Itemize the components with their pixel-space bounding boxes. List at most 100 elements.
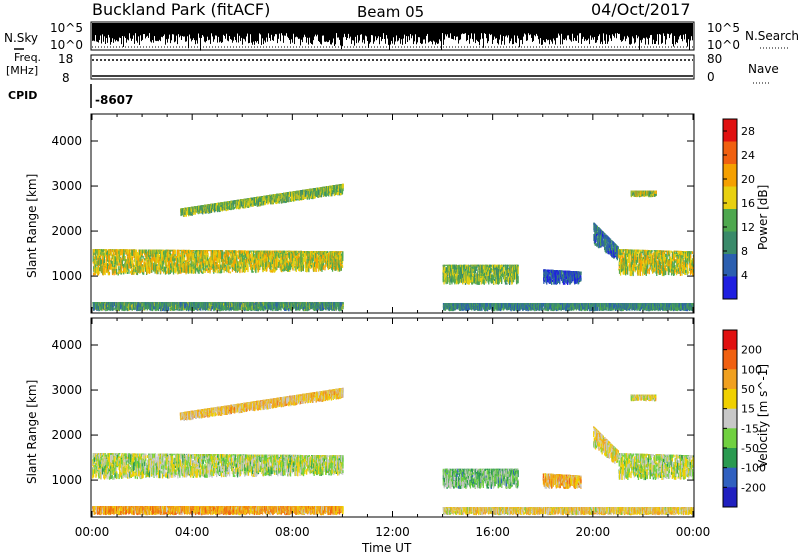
nsky-bar bbox=[155, 23, 156, 41]
nsky-bar bbox=[148, 23, 149, 38]
nsky-bar bbox=[111, 23, 112, 42]
nsky-bar bbox=[657, 23, 658, 34]
nsky-bar bbox=[609, 23, 610, 35]
nsky-bar bbox=[466, 23, 467, 41]
nsky-bar bbox=[554, 23, 555, 40]
nsky-bar bbox=[311, 23, 312, 44]
nsky-bar bbox=[593, 23, 594, 40]
nsky-bar bbox=[524, 23, 525, 33]
nsky-bar bbox=[430, 23, 431, 41]
nsky-bar bbox=[335, 23, 336, 44]
nsky-bar bbox=[309, 23, 310, 38]
nsky-bar bbox=[424, 23, 425, 39]
nsky-bar bbox=[450, 23, 451, 33]
nsky-bar bbox=[106, 23, 107, 38]
data-cell bbox=[248, 251, 249, 254]
nsky-bar bbox=[278, 23, 279, 39]
data-cell bbox=[116, 269, 117, 274]
nsky-bar bbox=[518, 23, 519, 38]
nsky-bar bbox=[300, 23, 301, 45]
nsky-bar bbox=[267, 23, 268, 42]
nsky-bar bbox=[396, 23, 397, 35]
nsky-bar bbox=[258, 23, 259, 44]
nsky-bar bbox=[441, 23, 442, 50]
nsky-bar bbox=[418, 23, 419, 37]
nsky-bar bbox=[543, 23, 544, 40]
nsky-bar bbox=[659, 23, 660, 34]
nsky-bar bbox=[340, 23, 341, 45]
nsky-bar bbox=[174, 23, 175, 42]
nsky-bar bbox=[158, 23, 159, 41]
nsky-bar bbox=[573, 23, 574, 41]
nsky-bar bbox=[187, 23, 188, 36]
nsky-bar bbox=[190, 23, 191, 39]
nsky-bar bbox=[603, 23, 604, 33]
cpid-value: -8607 bbox=[95, 93, 133, 107]
nsky-bar bbox=[481, 23, 482, 33]
nsky-bar bbox=[205, 23, 206, 42]
nsky-bar bbox=[515, 23, 516, 42]
nsky-bar bbox=[456, 23, 457, 37]
nsky-bar bbox=[160, 23, 161, 41]
nsky-bar bbox=[531, 23, 532, 38]
nsky-bar bbox=[491, 23, 492, 34]
nsky-bar bbox=[511, 23, 512, 38]
nsky-bar bbox=[501, 23, 502, 45]
nsky-bar bbox=[189, 23, 190, 35]
nsky-bar bbox=[143, 23, 144, 34]
nsky-bar bbox=[383, 23, 384, 33]
nsky-bar bbox=[379, 23, 380, 44]
nsky-bar bbox=[650, 23, 651, 35]
nsky-bar bbox=[636, 23, 637, 35]
nsky-bar bbox=[448, 23, 449, 38]
nsky-bar bbox=[581, 23, 582, 44]
data-cell bbox=[217, 259, 218, 262]
nsky-bar bbox=[272, 23, 273, 40]
nsky-bar bbox=[380, 23, 381, 37]
nsky-bar bbox=[510, 23, 511, 41]
nsky-bar bbox=[431, 23, 432, 42]
data-cell bbox=[100, 306, 101, 310]
data-cell bbox=[177, 250, 178, 257]
nsky-bar bbox=[567, 23, 568, 36]
nsky-bar bbox=[480, 23, 481, 39]
nsky-bar bbox=[569, 23, 570, 39]
nsky-bar bbox=[407, 23, 408, 42]
data-cell bbox=[175, 272, 176, 274]
data-cell bbox=[188, 269, 189, 274]
nsky-bar bbox=[641, 23, 642, 43]
nsky-bar bbox=[132, 23, 133, 39]
nsky-bar bbox=[389, 23, 390, 50]
nsky-bar bbox=[98, 23, 99, 43]
cpid-row: CPID -8607 bbox=[8, 84, 133, 108]
nsky-bar bbox=[688, 23, 689, 39]
nsky-bar bbox=[303, 23, 304, 37]
data-cell bbox=[118, 264, 119, 266]
nsky-bar bbox=[285, 23, 286, 36]
nsky-bar bbox=[644, 23, 645, 38]
nsky-bar bbox=[358, 23, 359, 43]
nsky-bar bbox=[387, 23, 388, 39]
nsky-bar bbox=[446, 23, 447, 36]
nsky-bar bbox=[136, 23, 137, 41]
nsky-bar bbox=[540, 23, 541, 38]
nsky-bar bbox=[673, 23, 674, 47]
nsky-bar bbox=[296, 23, 297, 37]
nsky-bar bbox=[372, 23, 373, 35]
nsky-bar bbox=[594, 23, 595, 37]
nsky-bar bbox=[297, 23, 298, 37]
nsky-bar bbox=[451, 23, 452, 39]
nsky-bar bbox=[563, 23, 564, 39]
data-cell bbox=[184, 250, 185, 255]
nsky-bar bbox=[222, 23, 223, 42]
nsky-bar bbox=[337, 23, 338, 38]
nsky-bar bbox=[627, 23, 628, 36]
nsky-bar bbox=[614, 23, 615, 38]
nsky-bar bbox=[308, 23, 309, 45]
nsky-bar bbox=[655, 23, 656, 44]
nsky-bar bbox=[128, 23, 129, 40]
nsky-bar bbox=[626, 23, 627, 39]
nsky-bar bbox=[440, 23, 441, 41]
nsky-bar bbox=[400, 23, 401, 44]
nsky-bar bbox=[228, 23, 229, 41]
